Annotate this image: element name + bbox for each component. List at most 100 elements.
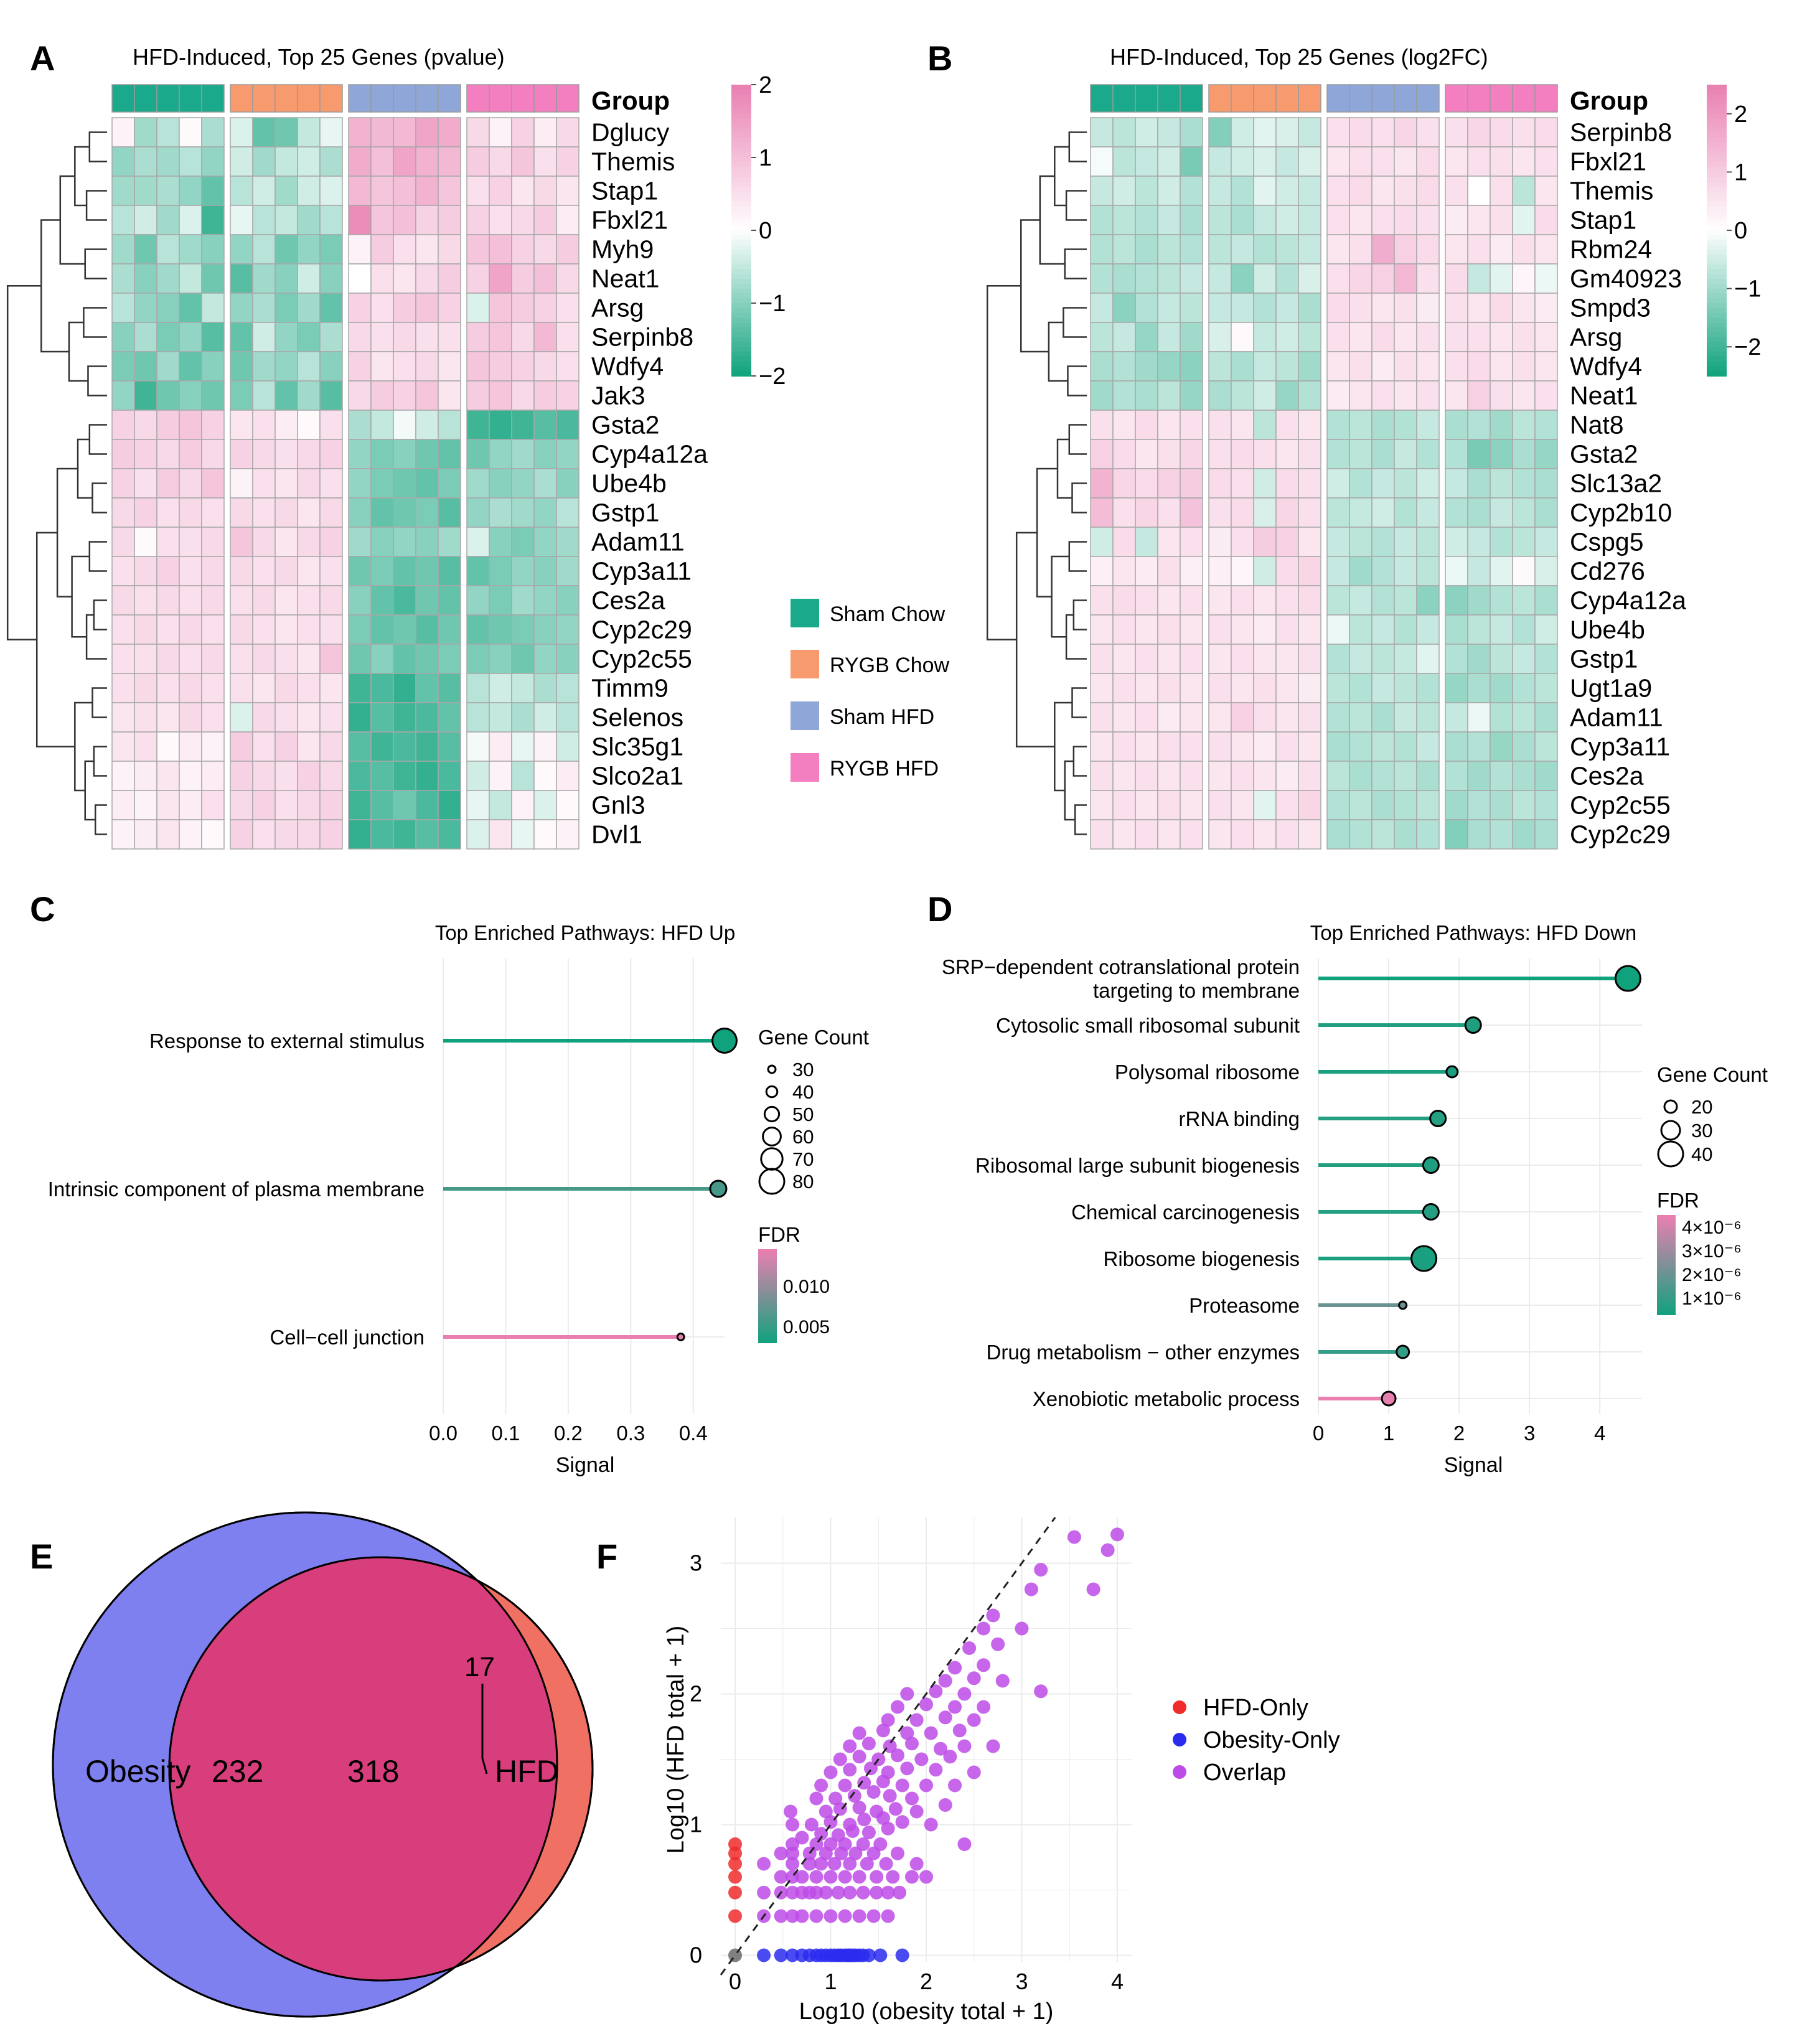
lollipop-c-grid <box>443 959 725 1414</box>
heatmap-cell <box>1349 117 1373 148</box>
heatmap-cell <box>1534 176 1558 206</box>
heatmap-cell <box>1298 614 1321 645</box>
heatmap-cell <box>348 351 372 382</box>
overlap-point <box>819 1885 833 1900</box>
heatmap-cell <box>1490 322 1513 352</box>
heatmap-cell <box>201 527 225 557</box>
heatmap-cell <box>134 468 157 499</box>
heatmap-cell <box>1231 585 1254 616</box>
heatmap-cell <box>415 790 439 820</box>
overlap-point <box>948 1700 962 1714</box>
heatmap-cell <box>466 614 490 645</box>
heatmap-cell <box>1275 439 1299 469</box>
heatmap-cell <box>230 673 253 703</box>
dendrogram-branch <box>1015 532 1055 748</box>
colorbar-segment <box>1707 230 1727 236</box>
group-bar-cell <box>1231 84 1254 113</box>
heatmap-cell <box>1467 322 1491 352</box>
heatmap-cell <box>438 176 461 206</box>
heatmap-cell <box>156 380 180 411</box>
dendrogram-branch <box>1068 541 1087 572</box>
heatmap-cell <box>1512 790 1536 820</box>
colorbar-segment <box>731 196 751 202</box>
legend-swatch-sham-hfd <box>791 701 819 730</box>
dendrogram-branch <box>1067 365 1087 396</box>
x-tick-label: 2 <box>920 1969 932 1994</box>
heatmap-cell <box>1467 614 1491 645</box>
heatmap-cell <box>1112 819 1136 850</box>
fdr-legend-segment <box>1657 1247 1676 1250</box>
heatmap-cell <box>415 614 439 645</box>
fdr-legend-segment <box>758 1263 777 1267</box>
overlap-point <box>986 1608 1000 1623</box>
fdr-legend-segment <box>758 1340 777 1343</box>
heatmap-cell <box>275 263 298 294</box>
overlap-point <box>900 1687 914 1701</box>
colorbar-segment <box>1707 269 1727 275</box>
lollipop-c-xlabel: Signal <box>556 1453 615 1477</box>
heatmap-cell <box>415 468 439 499</box>
heatmap-cell <box>533 322 557 352</box>
fdr-legend-segment <box>1657 1282 1676 1285</box>
heatmap-cell <box>370 819 394 850</box>
heatmap-cell <box>1490 146 1513 177</box>
colorbar-segment <box>1707 104 1727 110</box>
heatmap-cell <box>1135 673 1158 703</box>
colorbar-segment <box>1707 298 1727 304</box>
legend-swatch-rygb-hfd <box>791 753 819 782</box>
overlap-point <box>977 1621 991 1636</box>
dendrogram-branch <box>40 219 69 353</box>
heatmap-cell <box>1253 439 1277 469</box>
heatmap-cell <box>252 205 276 235</box>
heatmap-cell <box>556 293 580 323</box>
heatmap-cell <box>1231 556 1254 586</box>
gene-label: Ugt1a9 <box>1570 674 1652 703</box>
heatmap-cell <box>319 702 343 733</box>
x-tick-label: 4 <box>1111 1969 1124 1994</box>
dendrogram-branch <box>93 746 107 777</box>
heatmap-cell <box>1135 380 1158 411</box>
heatmap-cell <box>438 556 461 586</box>
heatmap-cell <box>1180 439 1203 469</box>
gene-label: Dglucy <box>591 118 670 147</box>
heatmap-cell <box>1275 322 1299 352</box>
heatmap-cell <box>1326 146 1350 177</box>
dendrogram-branch <box>1071 687 1087 718</box>
dendrogram-branch <box>85 190 107 221</box>
heatmap-cell <box>179 146 202 177</box>
colorbar-segment <box>1707 250 1727 255</box>
heatmap-cell <box>533 497 557 528</box>
gene-label: Cd276 <box>1570 557 1645 586</box>
heatmap-cell <box>1090 146 1114 177</box>
heatmap-cell <box>1298 497 1321 528</box>
overlap-point <box>890 1700 904 1714</box>
group-bar-cell <box>297 84 321 113</box>
colorbar-tick-label: 0 <box>1734 218 1747 244</box>
fdr-legend-segment <box>1657 1307 1676 1310</box>
heatmap-cell <box>1490 234 1513 265</box>
heatmap-cell <box>1275 585 1299 616</box>
heatmap-cell <box>134 614 157 645</box>
heatmap-cell <box>370 380 394 411</box>
fdr-legend-segment <box>758 1296 777 1299</box>
scatter-f-xlabel: Log10 (obesity total + 1) <box>799 1999 1054 2025</box>
heatmap-cell <box>1298 468 1321 499</box>
heatmap-cell <box>466 585 490 616</box>
heatmap-cell <box>134 351 157 382</box>
fdr-legend-label: 1×10⁻⁶ <box>1682 1288 1742 1309</box>
heatmap-cell <box>393 263 416 294</box>
pathway-label: Intrinsic component of plasma membrane <box>48 1178 425 1201</box>
dendrogram-branch <box>986 285 1021 640</box>
gene-label: Arsg <box>1570 323 1622 352</box>
overlap-point <box>1024 1582 1038 1596</box>
heatmap-cell <box>466 468 490 499</box>
heatmap-cell <box>1445 761 1468 791</box>
y-tick-label: 0 <box>690 1943 702 1968</box>
heatmap-cell <box>393 556 416 586</box>
overlap-point <box>886 1870 900 1884</box>
heatmap-cell <box>1112 234 1136 265</box>
heatmap-cell <box>156 761 180 791</box>
heatmap-cell <box>1416 439 1440 469</box>
dendrogram-branch <box>59 175 85 265</box>
overlap-point <box>795 1831 809 1845</box>
